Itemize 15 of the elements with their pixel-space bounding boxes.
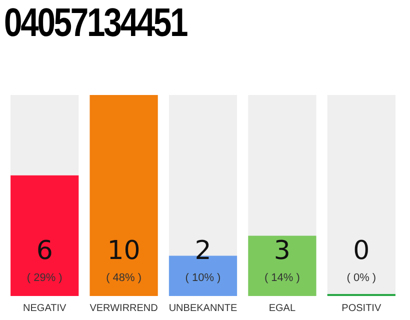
annotation: ( 10% ): [185, 272, 221, 284]
annotation: ( 14% ): [264, 272, 300, 284]
chart-title: 04057134451: [4, 0, 187, 46]
data-label: 3: [274, 236, 290, 266]
annotation: ( 0% ): [346, 272, 376, 284]
annotation: ( 29% ): [26, 272, 62, 284]
x-tick-label: NEGATIV: [23, 302, 67, 314]
annotation: ( 48% ): [106, 272, 142, 284]
x-tick-label: VERWIRREND: [90, 302, 158, 314]
data-label: 6: [36, 236, 53, 266]
x-tick-label: EGAL: [268, 302, 296, 314]
data-label: 10: [107, 236, 140, 266]
x-tick-label: UNBEKANNTE: [168, 302, 238, 314]
data-label: 0: [353, 236, 370, 266]
x-tick-label: POSITIV: [342, 302, 382, 314]
